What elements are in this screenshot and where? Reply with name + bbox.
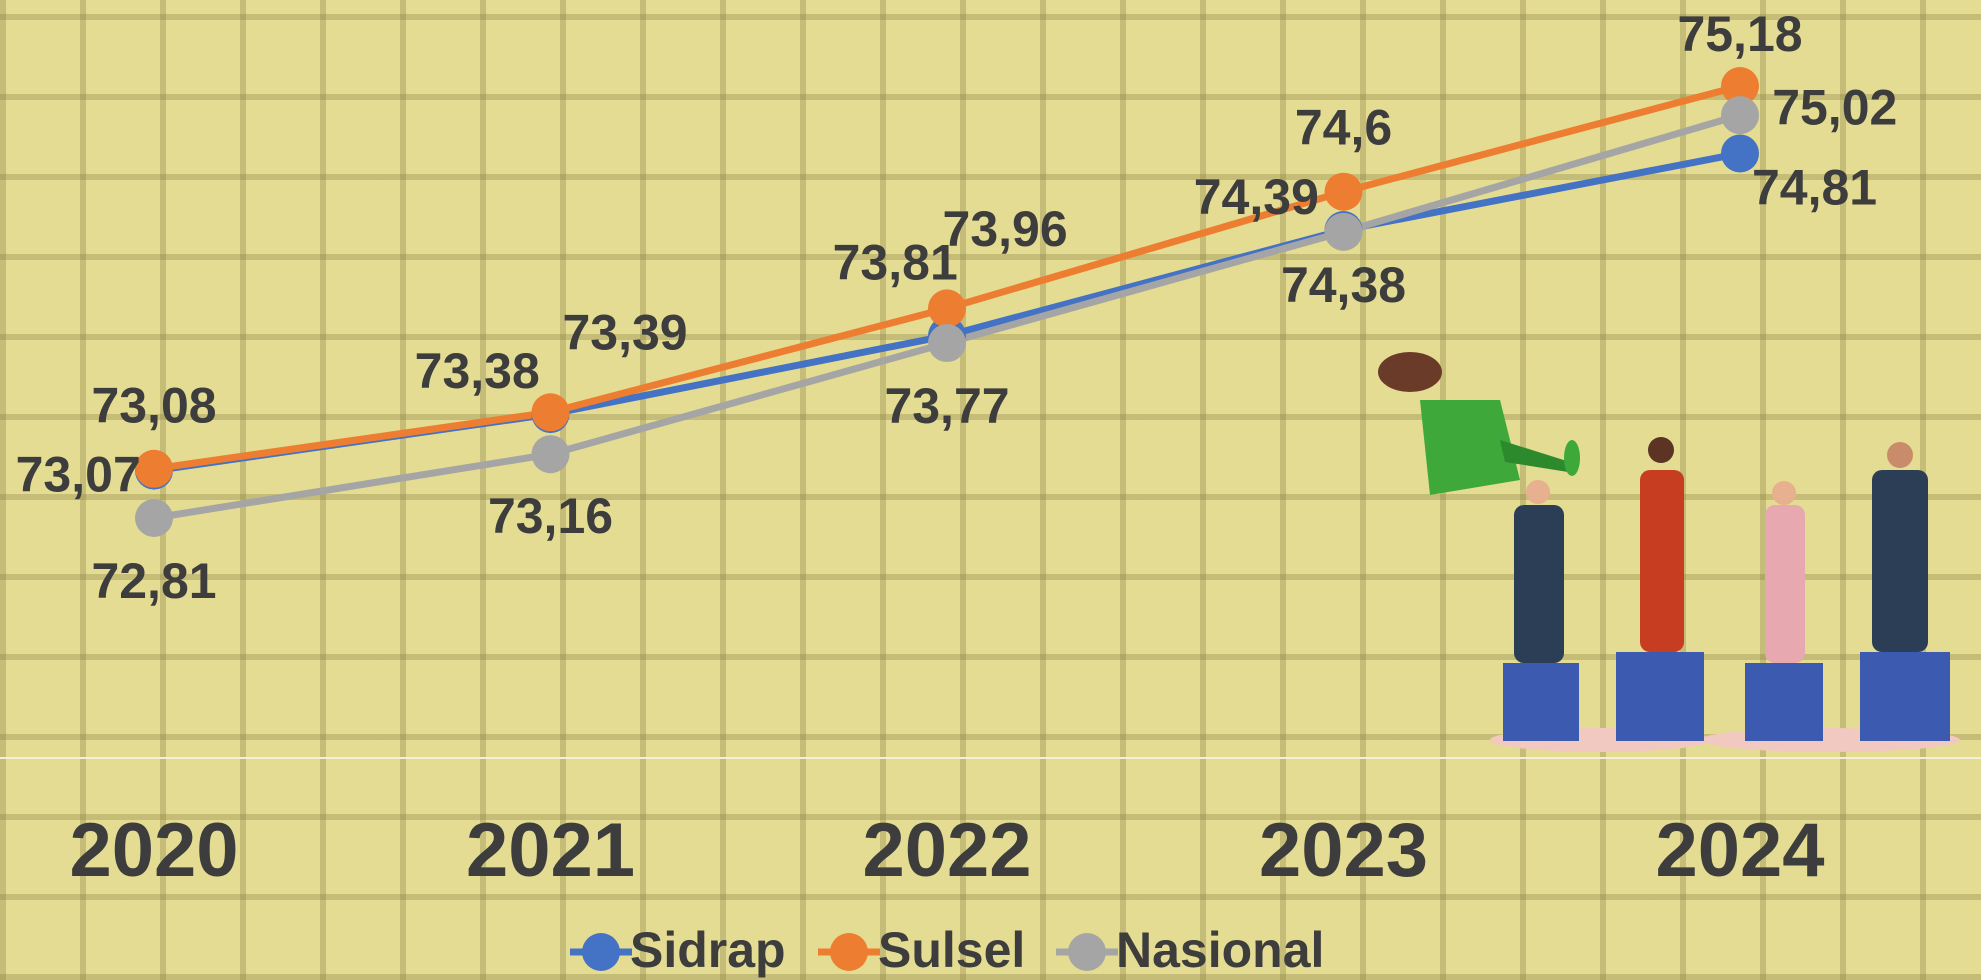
data-label: 75,18 <box>1677 6 1802 62</box>
watering-can <box>1378 352 1580 495</box>
data-point <box>135 499 173 537</box>
x-tick-label: 2023 <box>1259 808 1428 893</box>
legend-label: Sidrap <box>630 922 786 978</box>
data-label: 72,81 <box>91 553 216 609</box>
data-label: 74,6 <box>1295 99 1392 155</box>
legend-item: Sulsel <box>818 922 1025 978</box>
legend-item: Sidrap <box>570 922 786 978</box>
legend-item: Nasional <box>1056 922 1324 978</box>
data-label: 73,38 <box>415 343 540 399</box>
legend-marker <box>582 933 620 971</box>
data-point <box>532 435 570 473</box>
data-label: 73,07 <box>16 446 141 502</box>
legend-marker <box>830 933 868 971</box>
data-point <box>1325 213 1363 251</box>
data-label: 73,39 <box>562 305 687 361</box>
data-label: 75,02 <box>1772 80 1897 136</box>
illustration <box>1378 352 1960 752</box>
data-label: 73,96 <box>943 201 1068 257</box>
data-point <box>1325 173 1363 211</box>
x-tick-label: 2020 <box>69 808 238 893</box>
data-label: 73,81 <box>833 234 958 290</box>
legend-marker <box>1068 933 1106 971</box>
data-label: 73,16 <box>488 488 613 544</box>
data-point <box>928 324 966 362</box>
data-label: 74,38 <box>1281 257 1406 313</box>
x-tick-label: 2024 <box>1655 808 1824 893</box>
data-point <box>1721 96 1759 134</box>
pots <box>1490 652 1960 752</box>
page: 2020 2021 2022 2023 2024 73,07 73,38 73,81 74,39… <box>0 0 1981 980</box>
data-label: 73,08 <box>91 378 216 434</box>
legend-label: Sulsel <box>878 922 1025 978</box>
x-tick-label: 2022 <box>862 808 1031 893</box>
x-tick-label: 2021 <box>466 808 635 893</box>
data-label: 74,81 <box>1752 160 1877 216</box>
chart: 2020 2021 2022 2023 2024 73,07 73,38 73,81 74,39… <box>0 0 1981 980</box>
legend-label: Nasional <box>1116 922 1324 978</box>
data-point <box>928 289 966 327</box>
data-label: 73,77 <box>884 378 1009 434</box>
data-label: 74,39 <box>1194 169 1319 225</box>
